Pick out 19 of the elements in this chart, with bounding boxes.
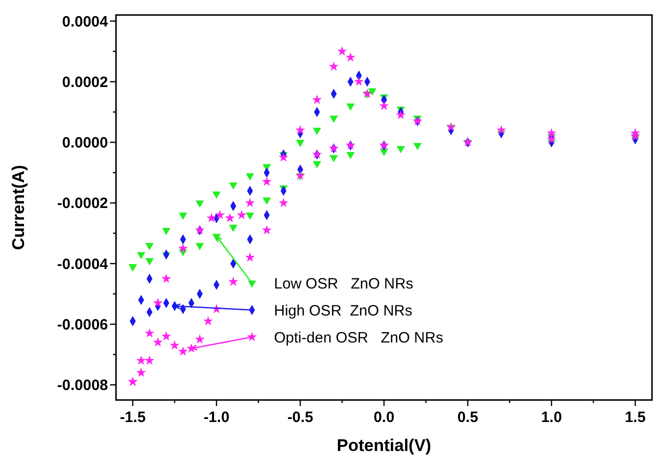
x-tick-label: 1.0 <box>541 409 562 426</box>
y-axis-title: Current(A) <box>9 165 28 250</box>
y-tick-label: -0.0008 <box>57 377 108 394</box>
y-tick-label: 0.0004 <box>62 13 109 30</box>
y-tick-label: 0.0000 <box>62 134 108 152</box>
x-tick-label: -1.0 <box>204 409 230 426</box>
legend-label: High OSR ZnO NRs <box>274 302 412 320</box>
y-tick-label: -0.0006 <box>57 316 108 334</box>
x-tick-label: 1.5 <box>624 409 646 426</box>
x-tick-label: 0.5 <box>457 409 478 426</box>
y-tick-label: -0.0002 <box>57 195 108 212</box>
legend-label: Low OSR ZnO NRs <box>274 275 414 292</box>
x-axis-title: Potential(V) <box>336 436 432 455</box>
x-tick-label: -0.5 <box>287 409 314 426</box>
x-tick-label: -1.5 <box>120 409 146 426</box>
x-tick-label: 0.0 <box>374 409 394 426</box>
legend-label: Opti-den OSR ZnO NRs <box>274 329 444 346</box>
y-tick-label: -0.0004 <box>57 256 109 273</box>
y-tick-label: 0.0002 <box>62 74 108 91</box>
